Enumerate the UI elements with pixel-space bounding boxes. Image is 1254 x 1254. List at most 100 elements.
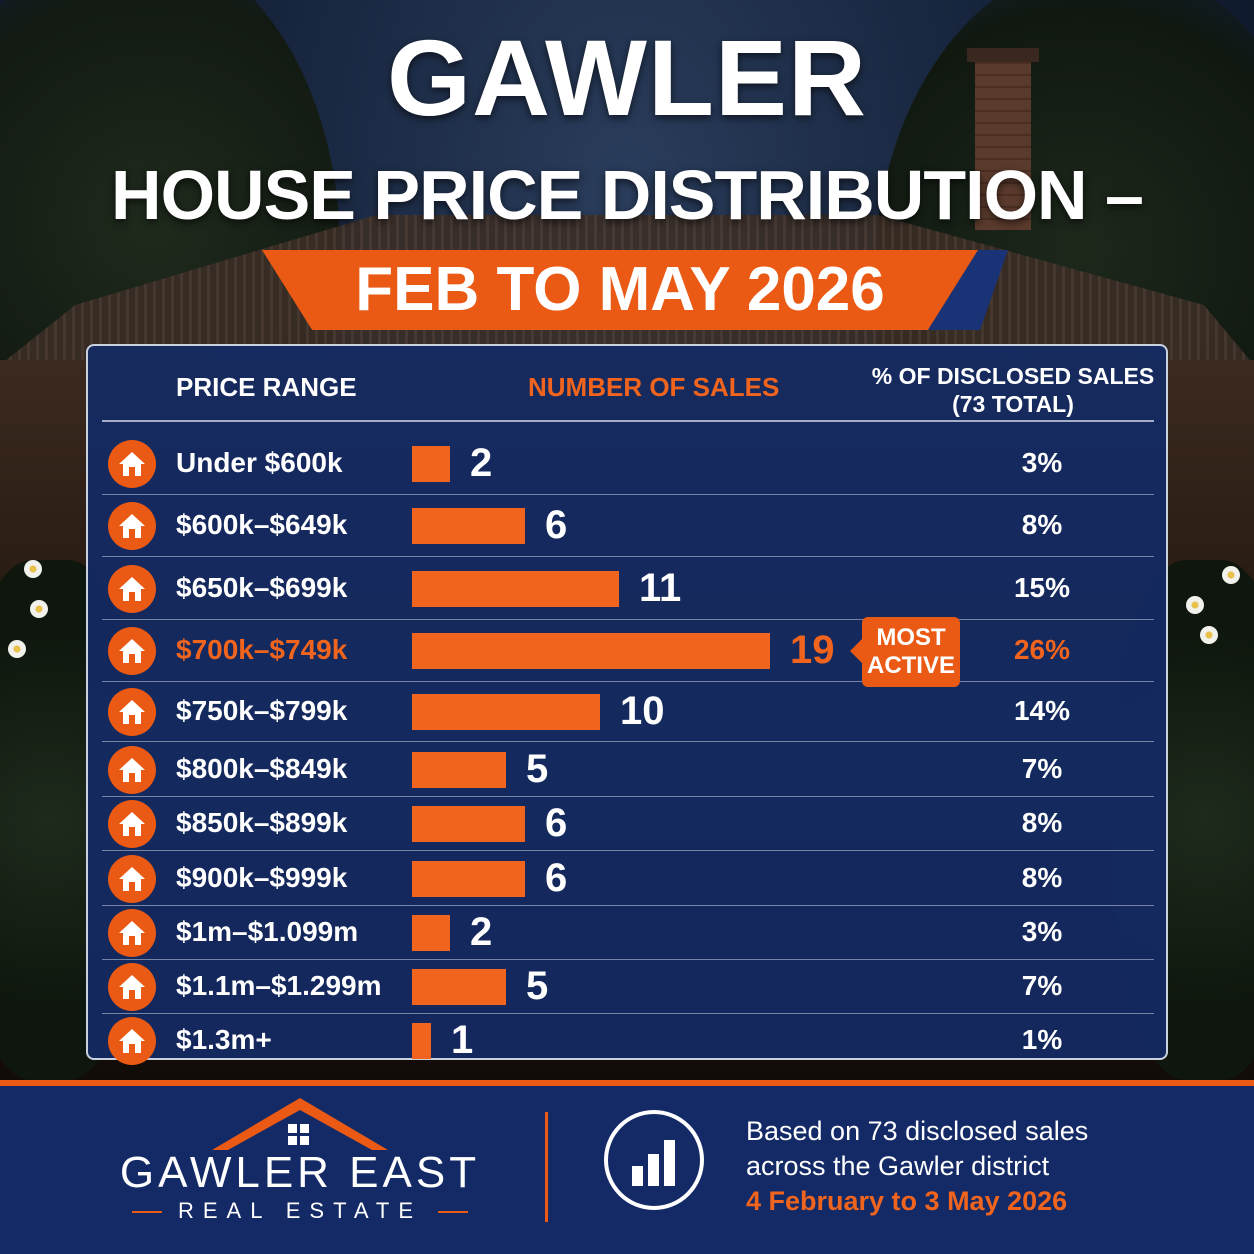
note-date-range: 4 February to 3 May 2026 bbox=[746, 1186, 1068, 1216]
page-subtitle: HOUSE PRICE DISTRIBUTION – bbox=[111, 156, 1144, 234]
row-price-range: Under $600k bbox=[176, 446, 343, 478]
sales-bar bbox=[412, 633, 770, 669]
row-price-range: $600k–$649k bbox=[176, 509, 348, 540]
sales-bar bbox=[412, 570, 619, 607]
sales-count-label: 5 bbox=[526, 746, 549, 791]
row-divider bbox=[102, 619, 1154, 620]
table-row: $900k–$999k 6 8% bbox=[102, 851, 1154, 906]
header-divider bbox=[102, 420, 1154, 422]
footer-divider bbox=[545, 1112, 548, 1222]
row-price-range: $900k–$999k bbox=[176, 861, 348, 893]
period-banner: FEB TO MAY 2026 bbox=[262, 250, 1008, 330]
most-active-badge: MOST ACTIVE bbox=[850, 617, 960, 687]
row-price-range: $1.3m+ bbox=[176, 1024, 272, 1055]
table-row: $1m–$1.099m 2 3% bbox=[102, 906, 1154, 960]
sales-bar bbox=[412, 1023, 431, 1059]
header-percent: % OF DISCLOSED SALES (73 TOTAL) bbox=[868, 362, 1158, 418]
flower bbox=[1222, 566, 1240, 584]
banner-background bbox=[262, 250, 978, 330]
flower bbox=[1200, 626, 1218, 644]
chimney bbox=[967, 48, 1039, 230]
row-divider bbox=[102, 796, 1154, 797]
sales-percent-label: 8% bbox=[1021, 509, 1063, 540]
house-icon bbox=[108, 963, 156, 1011]
row-divider bbox=[102, 556, 1154, 557]
table-row: $750k–$799k 10 14% bbox=[102, 682, 1154, 742]
brand-tagline: REAL ESTATE bbox=[130, 1198, 470, 1224]
table-row: Under $600k 2 3% bbox=[102, 432, 1154, 495]
sales-percent-label: 3% bbox=[1021, 916, 1063, 947]
header-price-range: PRICE RANGE bbox=[176, 372, 357, 402]
sales-count-label: 10 bbox=[620, 689, 665, 733]
header-percent-line1: % OF DISCLOSED SALES bbox=[871, 363, 1155, 389]
flower bbox=[30, 600, 48, 618]
row-price-range: $850k–$899k bbox=[176, 807, 348, 838]
house-icon bbox=[108, 627, 156, 675]
sales-count-label: 19 bbox=[790, 628, 835, 672]
header-percent-line2: (73 TOTAL) bbox=[952, 391, 1074, 417]
sales-count-label: 5 bbox=[526, 964, 549, 1008]
brand-name: GAWLER EAST bbox=[119, 1148, 481, 1197]
sales-percent-label: 26% bbox=[1013, 634, 1071, 665]
row-price-range: $700k–$749k bbox=[176, 634, 348, 665]
sales-count-label: 1 bbox=[451, 1018, 474, 1062]
flower bbox=[8, 640, 26, 658]
sales-bar bbox=[412, 445, 450, 482]
house-icon bbox=[108, 439, 156, 488]
row-price-range: $800k–$849k bbox=[176, 752, 348, 784]
table-row: $800k–$849k 5 7% bbox=[102, 742, 1154, 797]
table-row: $700k–$749k 19 26% bbox=[102, 620, 1154, 682]
house-icon bbox=[108, 909, 156, 957]
sales-percent-label: 8% bbox=[1021, 861, 1063, 893]
house-icon bbox=[108, 745, 156, 794]
row-price-range: $1m–$1.099m bbox=[176, 916, 359, 947]
row-price-range: $650k–$699k bbox=[176, 571, 348, 603]
sales-bar bbox=[412, 806, 525, 842]
header-number-of-sales: NUMBER OF SALES bbox=[528, 372, 780, 402]
sales-count-label: 2 bbox=[470, 910, 493, 954]
table-row: $600k–$649k 6 8% bbox=[102, 495, 1154, 557]
sales-percent-label: 1% bbox=[1021, 1024, 1063, 1055]
row-price-range: $750k–$799k bbox=[176, 695, 348, 726]
sales-percent-label: 15% bbox=[1013, 571, 1071, 603]
bar-chart-icon bbox=[604, 1110, 704, 1210]
sales-bar bbox=[412, 969, 506, 1005]
sales-bar bbox=[412, 915, 450, 951]
note-line2: across the Gawler district bbox=[746, 1151, 1050, 1181]
house-icon bbox=[108, 688, 156, 736]
sales-count-label: 6 bbox=[545, 503, 568, 547]
distribution-panel: PRICE RANGE NUMBER OF SALES % OF DISCLOS… bbox=[86, 344, 1168, 1065]
row-price-range: $1.1m–$1.299m bbox=[176, 970, 382, 1001]
sales-percent-label: 8% bbox=[1021, 807, 1063, 838]
badge-line1: MOST bbox=[876, 624, 946, 651]
sales-count-label: 6 bbox=[545, 801, 568, 845]
house-icon bbox=[108, 854, 156, 903]
row-divider bbox=[102, 959, 1154, 960]
note-line1: Based on 73 disclosed sales bbox=[746, 1116, 1089, 1146]
sales-bar bbox=[412, 860, 525, 897]
period-label: FEB TO MAY 2026 bbox=[355, 255, 885, 324]
sales-percent-label: 3% bbox=[1021, 446, 1063, 478]
row-divider bbox=[102, 494, 1154, 495]
row-divider bbox=[102, 905, 1154, 906]
badge-line2: ACTIVE bbox=[866, 652, 955, 679]
table-row: $850k–$899k 6 8% bbox=[102, 797, 1154, 851]
row-divider bbox=[102, 681, 1154, 682]
sales-percent-label: 14% bbox=[1013, 695, 1071, 726]
flower bbox=[1186, 596, 1204, 614]
table-row: $1.3m+ 1 1% bbox=[102, 1014, 1154, 1068]
footer: GAWLER EAST REAL ESTATE Based on 73 disc… bbox=[0, 1080, 1254, 1254]
table-row: $650k–$699k 11 15% bbox=[102, 557, 1154, 620]
sales-count-label: 6 bbox=[545, 855, 568, 900]
row-divider bbox=[102, 850, 1154, 851]
house-icon bbox=[108, 502, 156, 550]
house-icon bbox=[108, 1017, 156, 1065]
row-divider bbox=[102, 741, 1154, 742]
house-icon bbox=[108, 564, 156, 613]
sales-percent-label: 7% bbox=[1021, 970, 1063, 1001]
sales-count-label: 11 bbox=[639, 565, 682, 610]
sales-bar bbox=[412, 694, 600, 730]
house-icon bbox=[108, 800, 156, 848]
page-title: GAWLER bbox=[387, 17, 867, 138]
sales-bar bbox=[412, 508, 525, 544]
